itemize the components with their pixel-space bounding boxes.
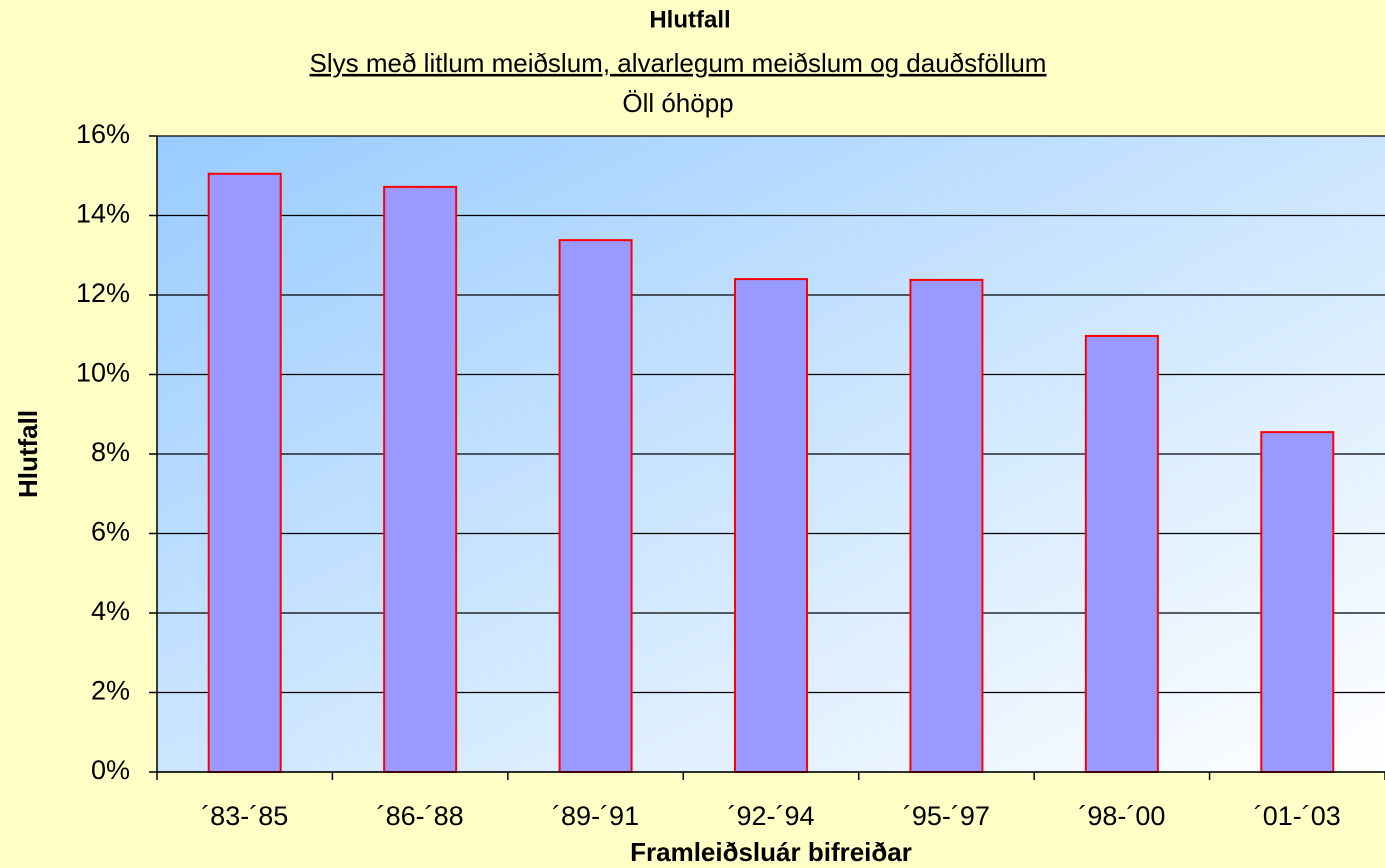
bar xyxy=(383,185,458,773)
y-tick-label: 16% xyxy=(76,119,130,149)
bar xyxy=(909,278,984,773)
x-tick-label: ´01-´03 xyxy=(1254,801,1341,831)
x-tick-label: ´83-´85 xyxy=(201,801,288,831)
x-tick-label: ´95-´97 xyxy=(903,801,990,831)
chart-subtitle: Öll óhöpp xyxy=(622,88,733,118)
x-tick-label: ´89-´91 xyxy=(552,801,639,831)
y-tick-label: 10% xyxy=(76,358,130,388)
chart-title: Hlutfall xyxy=(649,6,730,33)
x-tick-label: ´98-´00 xyxy=(1078,801,1165,831)
bar xyxy=(207,172,282,773)
bar xyxy=(734,278,808,773)
y-axis-title: Hlutfall xyxy=(13,410,43,498)
y-tick-label: 12% xyxy=(76,278,130,308)
y-tick-label: 0% xyxy=(91,755,130,785)
y-tick-label: 8% xyxy=(91,437,130,467)
y-tick-label: 6% xyxy=(91,517,130,547)
chart-subtitle: Slys með litlum meiðslum, alvarlegum mei… xyxy=(310,48,1047,78)
y-tick-label: 4% xyxy=(91,596,130,626)
bar xyxy=(558,239,633,773)
bar xyxy=(1084,334,1159,773)
x-tick-label: ´86-´88 xyxy=(377,801,464,831)
x-axis-title: Framleiðsluár bifreiðar xyxy=(630,837,912,867)
bar xyxy=(1260,431,1335,773)
y-tick-label: 14% xyxy=(76,199,130,229)
x-tick-label: ´92-´94 xyxy=(727,801,814,831)
y-tick-label: 2% xyxy=(91,676,130,706)
